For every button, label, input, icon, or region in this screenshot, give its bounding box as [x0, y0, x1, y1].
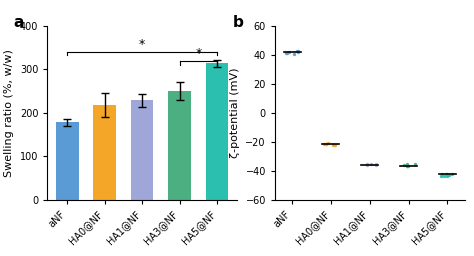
Point	[404, 164, 411, 168]
Point	[294, 49, 302, 53]
Point	[446, 173, 453, 177]
Point	[285, 50, 293, 54]
Point	[404, 164, 412, 168]
Point	[404, 164, 411, 168]
Point	[448, 172, 456, 176]
Point	[283, 51, 291, 55]
Point	[403, 162, 410, 166]
Bar	[206, 63, 228, 200]
Text: b: b	[233, 15, 244, 30]
Point	[290, 52, 297, 56]
Text: *: *	[195, 47, 201, 60]
Bar	[56, 122, 79, 200]
Point	[282, 51, 289, 56]
Point	[444, 173, 451, 177]
Point	[438, 172, 446, 176]
Point	[440, 174, 448, 178]
Point	[295, 50, 302, 54]
Y-axis label: ζ-potential (mV): ζ-potential (mV)	[230, 67, 240, 158]
Point	[322, 142, 329, 146]
Point	[368, 162, 375, 166]
Point	[443, 172, 451, 176]
Point	[437, 174, 445, 178]
Bar	[93, 105, 116, 200]
Point	[293, 49, 301, 53]
Point	[364, 163, 371, 167]
Point	[373, 163, 380, 167]
Point	[372, 162, 380, 166]
Y-axis label: Swelling ratio (%, w/w): Swelling ratio (%, w/w)	[4, 49, 14, 177]
Text: *: *	[139, 38, 146, 51]
Text: a: a	[13, 15, 24, 30]
Point	[329, 143, 337, 147]
Point	[442, 172, 450, 176]
Point	[322, 142, 329, 146]
Point	[320, 142, 328, 146]
Point	[324, 141, 332, 145]
Point	[411, 162, 419, 166]
Bar	[131, 100, 154, 200]
Point	[331, 143, 338, 147]
Bar	[168, 91, 191, 200]
Point	[444, 174, 451, 178]
Point	[364, 162, 371, 166]
Point	[445, 174, 452, 178]
Point	[400, 163, 408, 167]
